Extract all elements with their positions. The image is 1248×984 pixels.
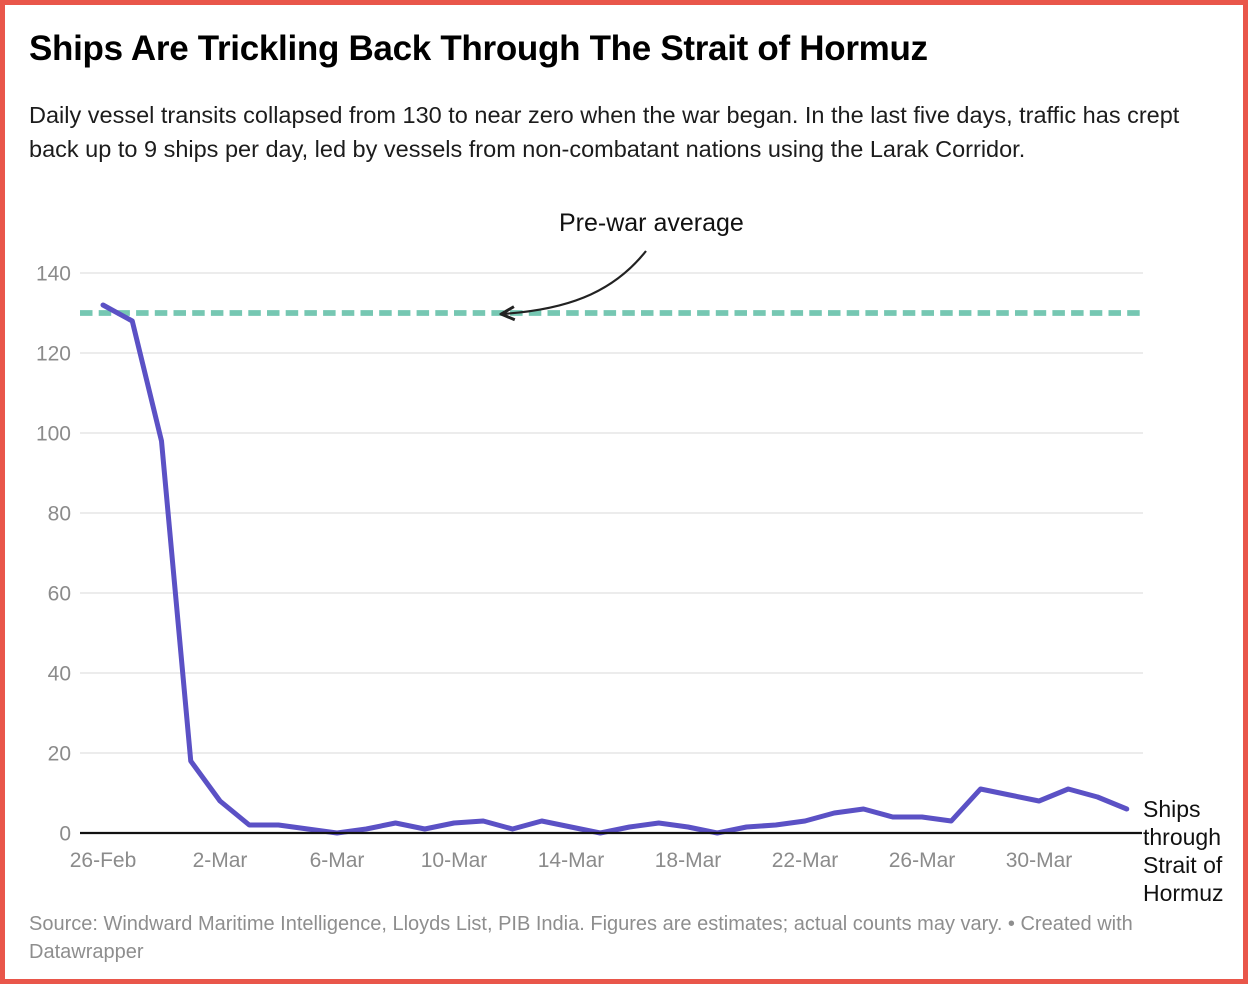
x-tick-label: 14-Mar	[538, 849, 605, 872]
annotation-arrow	[502, 250, 647, 314]
x-tick-label: 2-Mar	[193, 849, 248, 872]
y-tick-label: 20	[48, 743, 71, 766]
annotation-label: Pre-war average	[559, 209, 744, 237]
y-tick-label: 40	[48, 663, 71, 686]
x-tick-label: 10-Mar	[421, 849, 488, 872]
x-tick-label: 6-Mar	[310, 849, 365, 872]
chart-description: Daily vessel transits collapsed from 130…	[29, 102, 1180, 162]
x-tick-label: 26-Feb	[70, 849, 137, 872]
y-tick-label: 140	[36, 263, 71, 286]
x-tick-label: 26-Mar	[889, 849, 956, 872]
y-axis-labels: 0 20 40 60 80 100 120 140	[36, 263, 71, 846]
x-tick-label: 18-Mar	[655, 849, 722, 872]
y-tick-label: 60	[48, 583, 71, 606]
y-tick-label: 120	[36, 343, 71, 366]
x-tick-label: 30-Mar	[1006, 849, 1073, 872]
y-tick-label: 0	[59, 823, 71, 846]
series-group	[100, 302, 1130, 836]
chart-plot: 26-Feb 2-Mar 6-Mar 10-Mar 14-Mar 18-Mar 22-Mar…	[36, 250, 1143, 872]
x-tick-label: 22-Mar	[772, 849, 839, 872]
annotation-arrow-group	[502, 250, 647, 314]
x-axis-labels: 26-Feb 2-Mar 6-Mar 10-Mar 14-Mar 18-Mar 22-Mar…	[70, 849, 1073, 872]
chart-title: Ships Are Trickling Back Through The Str…	[29, 29, 928, 68]
gridlines	[80, 272, 1143, 754]
series-end-label: Ships through Strait of Hormuz	[1143, 796, 1224, 906]
y-tick-label: 80	[48, 503, 71, 526]
y-tick-label: 100	[36, 423, 71, 446]
ships-series-line	[100, 302, 1130, 836]
source-note: Source: Windward Maritime Intelligence, …	[29, 913, 1133, 963]
